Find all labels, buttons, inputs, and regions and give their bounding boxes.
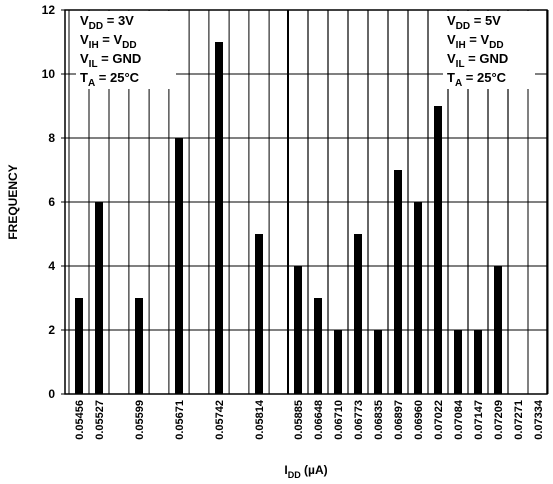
x-tick-label: 0.05527 [94,400,106,440]
x-tick-label: 0.05742 [214,400,226,440]
bar [354,234,362,394]
x-tick-label: 0.05671 [174,400,186,440]
y-tick-label: 2 [48,323,55,337]
x-tick-label: 0.07209 [493,400,505,440]
annotation-line: VDD = 3V [80,13,134,32]
bar [215,42,223,394]
y-tick-label: 12 [42,3,56,17]
x-tick-labels: 0.05456 0.05527 0.05599 0.05671 0.05742 0.058… [74,399,545,440]
bar [494,266,502,394]
x-axis-label: IDD (µA) [284,463,327,480]
x-tick-label: 0.06710 [333,400,345,440]
x-tick-label: 0.06960 [413,400,425,440]
annotation-line: VIH = VDD [80,32,137,51]
y-tick-label: 6 [48,195,55,209]
x-tick-label: 0.06897 [393,400,405,440]
y-axis-label: FREQUENCY [6,164,20,239]
x-tick-label: 0.05814 [254,399,266,440]
annotation-box [76,11,176,89]
x-tick-label: 0.05456 [74,400,86,440]
bar [255,234,263,394]
bar [294,266,302,394]
x-tick-label: 0.07271 [513,400,525,440]
annotation-line: VDD = 5V [447,13,501,32]
bar [394,170,402,394]
y-tick-labels: 0 2 4 6 8 10 12 [42,3,65,401]
bar [95,202,103,394]
y-tick-label: 10 [42,67,56,81]
x-tick-label: 0.05599 [134,400,146,440]
y-tick-label: 4 [48,259,55,273]
x-tick-label: 0.07022 [433,400,445,440]
bar [454,330,462,394]
bar [374,330,382,394]
bars [75,42,502,394]
x-tick-label: 0.06648 [313,400,325,440]
bar [474,330,482,394]
x-tick-label: 0.05885 [293,400,305,440]
x-tick-label: 0.06835 [373,400,385,440]
x-tick-label: 0.06773 [353,400,365,440]
annotation-line: TA = 25°C [447,70,507,89]
bar [414,202,422,394]
annotation-box [443,11,535,89]
x-tick-label: 0.07334 [533,399,545,440]
bar [434,106,442,394]
x-tick-label: 0.07084 [453,399,465,440]
bar [75,298,83,394]
bar [175,138,183,394]
bar [334,330,342,394]
bar [314,298,322,394]
y-tick-label: 0 [48,387,55,401]
bar [135,298,143,394]
annotation-line: VIL = GND [80,51,141,70]
annotation-line: TA = 25°C [80,70,140,89]
y-tick-label: 8 [48,131,55,145]
annotation-line: VIL = GND [447,51,508,70]
annotation-line: VIH = VDD [447,32,504,51]
x-tick-label: 0.07147 [473,400,485,440]
